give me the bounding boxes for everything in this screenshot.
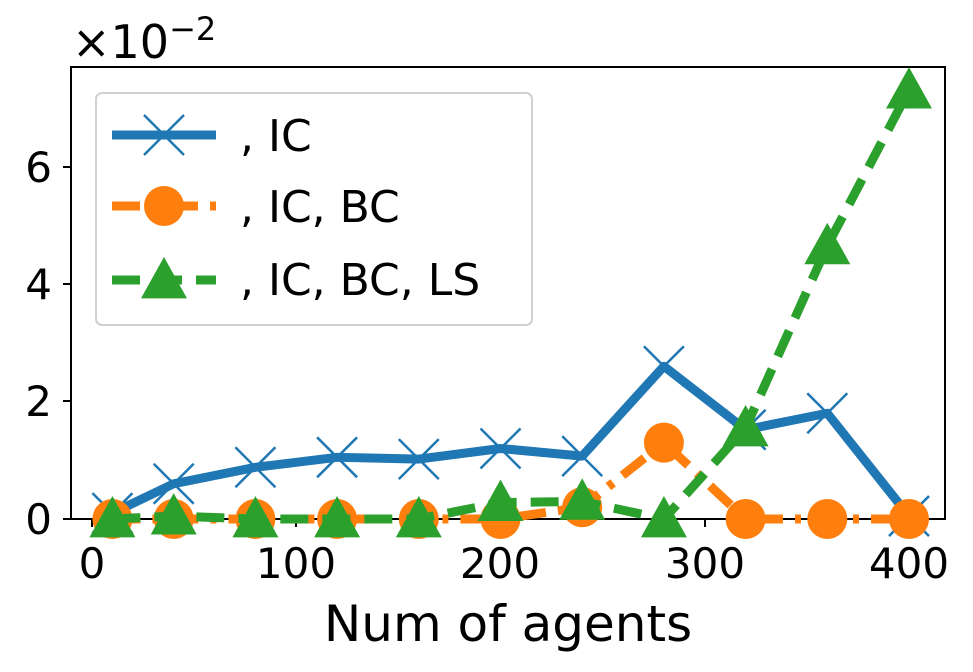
- x-tick-label: 400: [869, 539, 949, 588]
- data-point: [886, 67, 932, 109]
- y-tick-label: 2: [25, 377, 52, 426]
- x-tick-label: 200: [460, 539, 540, 588]
- data-point: [807, 499, 848, 539]
- data-point: [314, 496, 361, 538]
- data-point: [477, 479, 524, 521]
- data-point: [234, 446, 277, 489]
- legend-sample-marker: [141, 257, 187, 299]
- series-3: [89, 67, 932, 538]
- legend-label: , IC, BC, LS: [240, 255, 480, 306]
- series-layer: [89, 67, 932, 539]
- data-point: [316, 436, 358, 479]
- x-axis-label: Num of agents: [324, 595, 692, 653]
- legend-sample-marker: [143, 114, 185, 156]
- y-offset-text: ×10−2: [72, 10, 216, 69]
- legend: , IC , IC, BC , IC, BC, LS: [95, 92, 533, 326]
- data-point: [722, 404, 769, 447]
- legend-label: , IC: [240, 111, 312, 162]
- y-axis: 0 2 4 6: [25, 143, 71, 544]
- data-point: [395, 496, 442, 538]
- data-point: [889, 499, 929, 539]
- y-tick-label: 6: [25, 143, 52, 192]
- data-point: [150, 493, 197, 535]
- legend-sample-marker: [144, 186, 184, 226]
- x-axis: 0 100 200 300 400: [79, 519, 949, 588]
- data-point: [561, 435, 604, 478]
- data-point: [643, 345, 685, 388]
- data-point: [806, 392, 849, 435]
- legend-frame: [95, 92, 533, 326]
- y-tick-label: 0: [25, 495, 52, 544]
- x-tick-label: 0: [79, 539, 106, 588]
- legend-label: , IC, BC: [240, 182, 400, 233]
- x-tick-label: 300: [665, 539, 745, 588]
- data-point: [559, 478, 606, 520]
- data-point: [804, 222, 851, 265]
- y-tick-label: 4: [25, 260, 52, 309]
- data-point: [640, 496, 687, 538]
- data-point: [643, 422, 684, 463]
- y-offset-exponent: −2: [169, 10, 216, 48]
- series-line: [110, 361, 913, 519]
- data-point: [232, 496, 279, 538]
- data-point: [397, 438, 440, 480]
- legend-samples: [112, 114, 216, 299]
- data-point: [479, 427, 522, 470]
- data-point: [152, 462, 195, 505]
- data-point: [725, 499, 766, 539]
- x-tick-label: 100: [256, 539, 336, 588]
- data-point: [89, 496, 136, 538]
